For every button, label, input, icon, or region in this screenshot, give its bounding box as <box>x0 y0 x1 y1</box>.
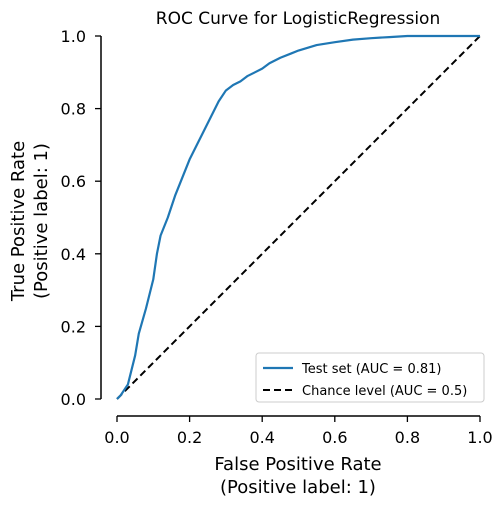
legend: Test set (AUC = 0.81) Chance level (AUC … <box>255 352 485 403</box>
x-tick-label: 0.0 <box>104 428 129 447</box>
y-tick-label: 1.0 <box>61 27 86 46</box>
roc-curve-test-set <box>116 34 480 400</box>
chart-title: ROC Curve for LogisticRegression <box>156 9 440 29</box>
legend-label-chance-level: Chance level (AUC = 0.5) <box>302 384 467 399</box>
x-tick-label: 0.6 <box>322 428 347 447</box>
x-tick-label: 0.8 <box>395 428 420 447</box>
y-axis-label-line1: True Positive Rate <box>8 141 29 302</box>
y-tick-label: 0.0 <box>61 390 86 409</box>
legend-label-test-set: Test set (AUC = 0.81) <box>301 362 441 377</box>
y-tick-label: 0.8 <box>61 100 86 119</box>
y-tick-label: 0.6 <box>61 172 86 191</box>
x-axis-label-line1: False Positive Rate <box>214 454 381 475</box>
x-axis-ticks: 0.0 0.2 0.4 0.6 0.8 1.0 <box>104 416 493 447</box>
y-axis-ticks: 0.0 0.2 0.4 0.6 0.8 1.0 <box>61 27 101 409</box>
chance-level-line <box>116 35 481 400</box>
x-axis-label-line2: (Positive label: 1) <box>220 477 376 498</box>
y-axis-label-line2: (Positive label: 1) <box>31 143 52 299</box>
y-tick-label: 0.2 <box>61 317 86 336</box>
x-tick-label: 1.0 <box>467 428 492 447</box>
x-tick-label: 0.4 <box>249 428 274 447</box>
x-tick-label: 0.2 <box>177 428 202 447</box>
legend-box <box>255 352 485 403</box>
plot-area <box>116 34 481 400</box>
y-tick-label: 0.4 <box>61 245 86 264</box>
